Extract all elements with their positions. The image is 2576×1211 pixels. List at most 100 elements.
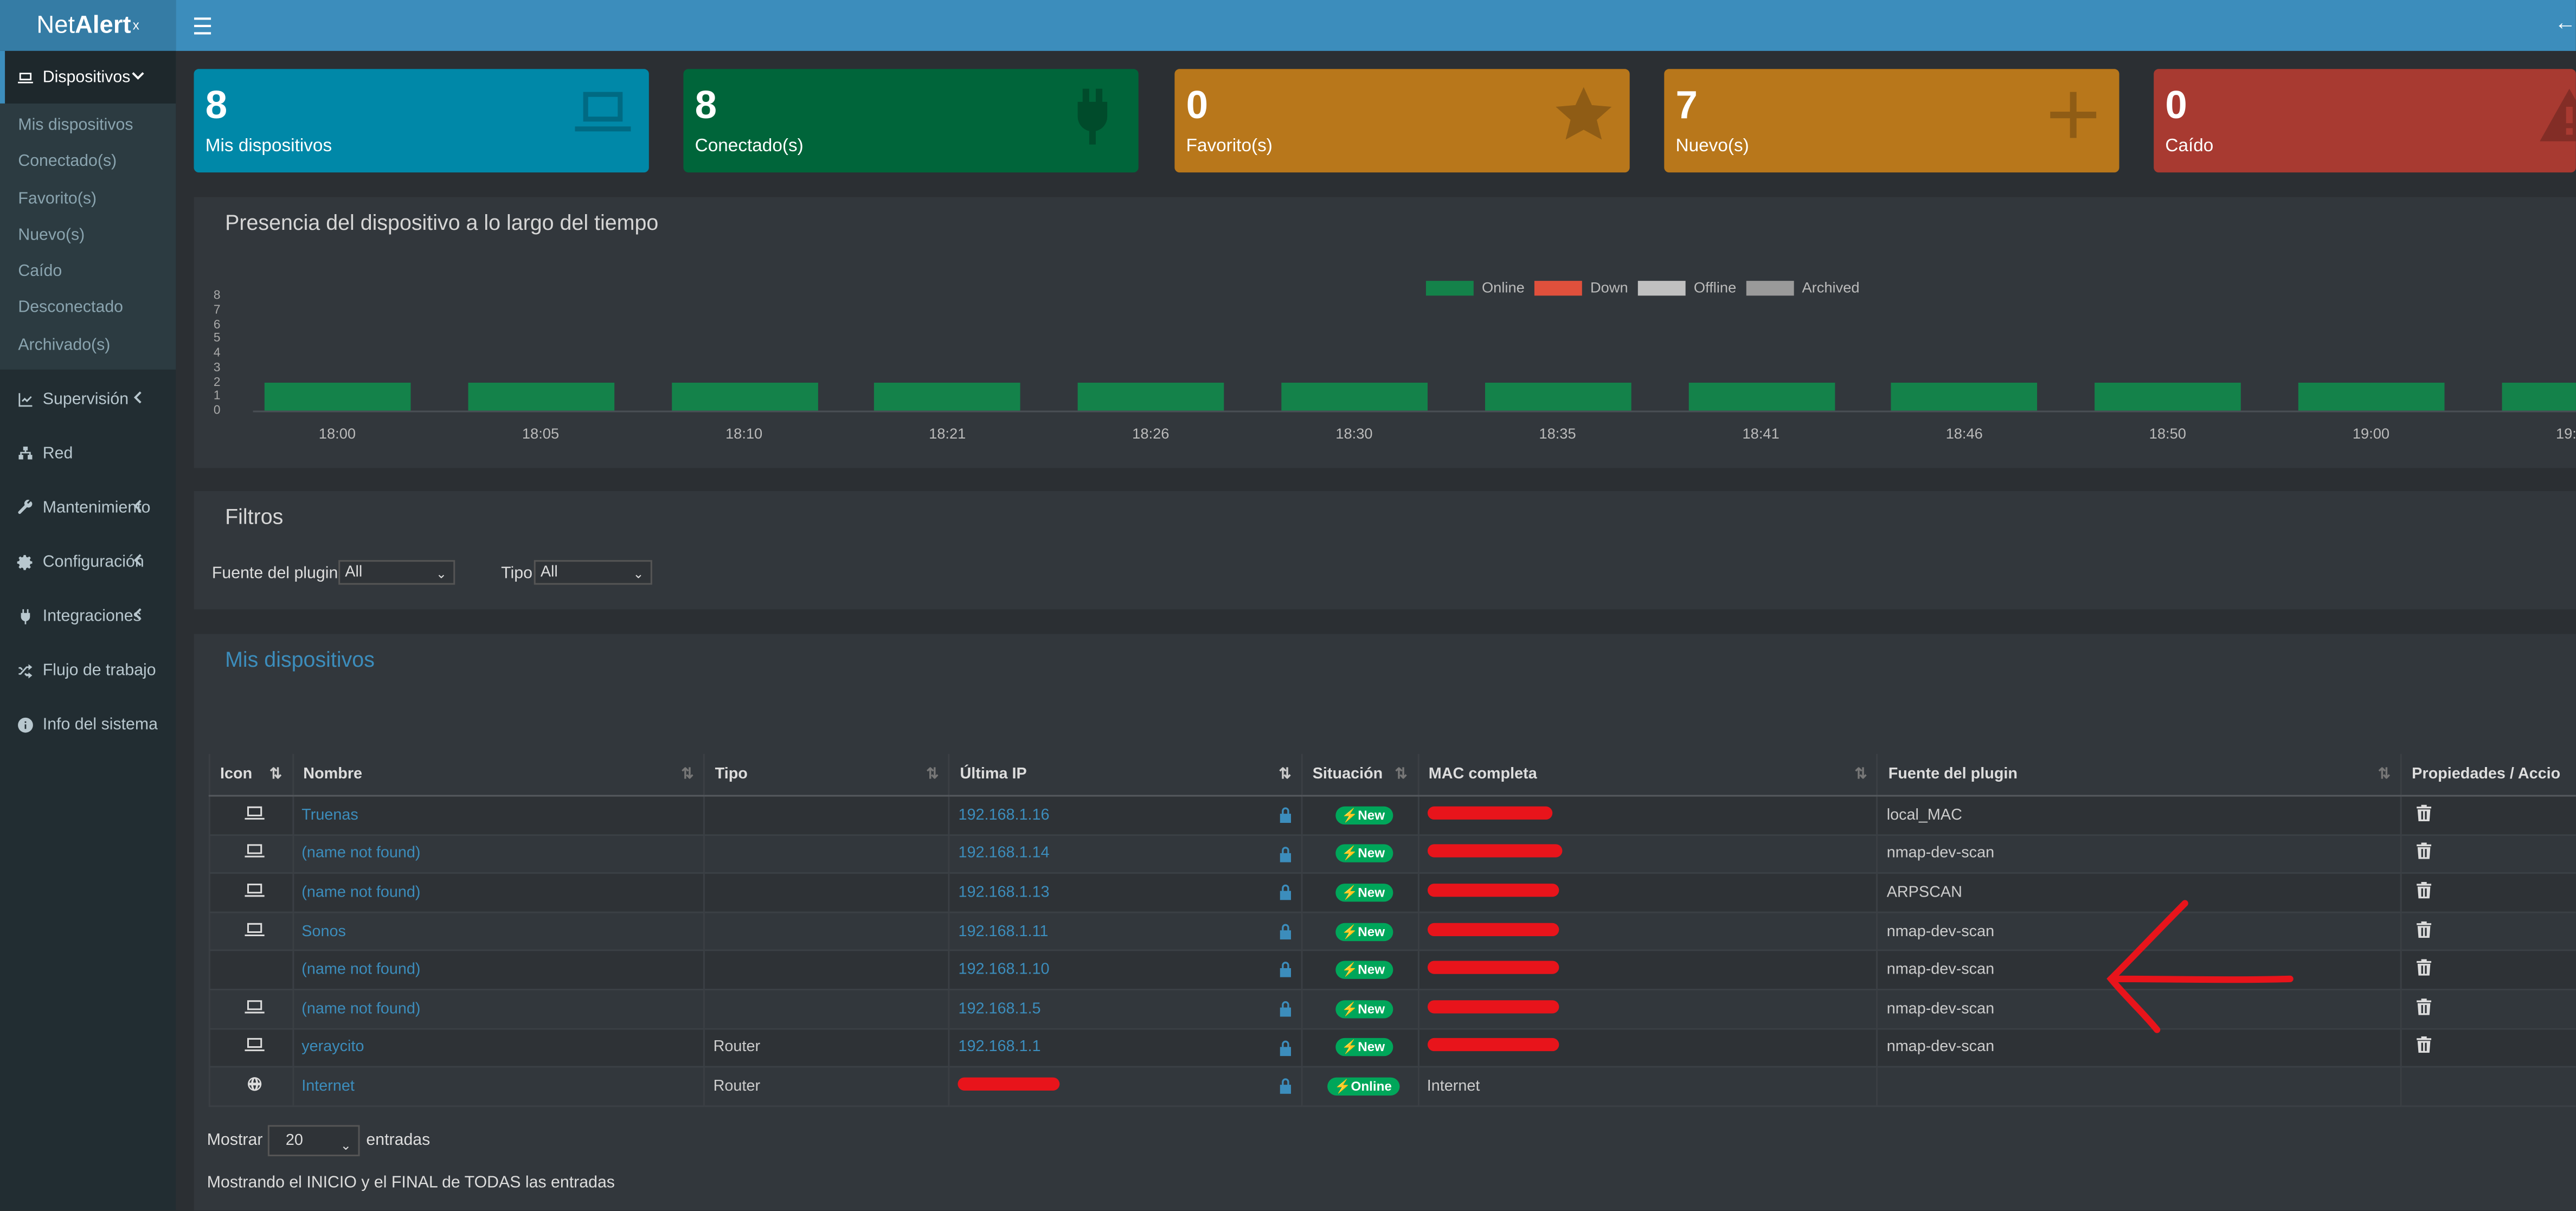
device-name-link[interactable]: Internet xyxy=(292,1067,704,1107)
submenu-item-mis-dispositivos[interactable]: Mis dispositivos xyxy=(18,117,133,135)
x-tick-label: 18:30 xyxy=(1335,425,1373,442)
page-length-select[interactable]: 20 ⌄ xyxy=(267,1125,360,1157)
card-mis-dispositivos[interactable]: 8 Mis dispositivos xyxy=(194,69,649,173)
ip-link[interactable]: 192.168.1.13 xyxy=(958,884,1050,902)
trash-icon[interactable] xyxy=(2417,998,2432,1015)
ip-link[interactable]: 192.168.1.14 xyxy=(958,845,1050,863)
sidebar-item-integraciones[interactable]: Integraciones xyxy=(0,590,176,642)
sidebar-item-mantenimiento[interactable]: Mantenimiento xyxy=(0,481,176,534)
chart-bar-online[interactable] xyxy=(2501,382,2576,411)
lock-icon[interactable] xyxy=(1278,884,1293,900)
legend-item-online[interactable]: Online xyxy=(1425,279,1525,295)
sidebar-item-configuracion[interactable]: Configuración xyxy=(0,536,176,588)
sidebar-item-flujo[interactable]: Flujo de trabajo xyxy=(0,644,176,697)
column-header-ultima-ip[interactable]: Última IP ⇅ xyxy=(948,753,1302,797)
lock-icon[interactable] xyxy=(1278,845,1293,862)
chart-bar-online[interactable] xyxy=(1485,382,1631,411)
table-row[interactable]: (name not found) 192.168.1.13 ⚡New ARPSCAN xyxy=(208,873,2576,913)
ip-link[interactable]: 192.168.1.5 xyxy=(958,1000,1041,1018)
trash-icon[interactable] xyxy=(2417,920,2432,937)
redaction-mark xyxy=(1427,845,1562,858)
trash-icon[interactable] xyxy=(2417,843,2432,860)
submenu-item-favoritos[interactable]: Favorito(s) xyxy=(18,190,97,208)
sidebar-item-dispositivos[interactable]: Dispositivos xyxy=(0,50,176,104)
table-row[interactable]: Truenas 192.168.1.16 ⚡New local_MAC xyxy=(208,795,2576,835)
plugin-filter-select[interactable]: All ⌄ xyxy=(338,560,455,585)
y-tick-label: 5 xyxy=(213,330,221,346)
table-row[interactable]: (name not found) 192.168.1.5 ⚡New nmap-dev-… xyxy=(208,989,2576,1029)
cell-status: ⚡New xyxy=(1301,989,1418,1029)
column-header-nombre[interactable]: Nombre ⇅ xyxy=(292,753,704,797)
lock-icon[interactable] xyxy=(1278,923,1293,939)
legend-item-archived[interactable]: Archived xyxy=(1746,279,1860,295)
chart-bar-online[interactable] xyxy=(671,382,818,411)
submenu-item-caido[interactable]: Caído xyxy=(18,263,62,281)
chart-bar-online[interactable] xyxy=(264,382,411,411)
lock-icon[interactable] xyxy=(1278,807,1293,823)
trash-icon[interactable] xyxy=(2417,804,2432,821)
column-header-fuente[interactable]: Fuente del plugin ⇅ xyxy=(1877,753,2401,797)
chart-bar-online[interactable] xyxy=(1891,382,2038,411)
chart-bar-online[interactable] xyxy=(1281,382,1428,411)
submenu-item-conectados[interactable]: Conectado(s) xyxy=(18,153,117,172)
column-header-mac[interactable]: MAC completa ⇅ xyxy=(1417,753,1878,797)
ip-link[interactable]: 192.168.1.16 xyxy=(958,806,1050,824)
card-favoritos[interactable]: 0 Favorito(s) xyxy=(1174,69,1630,173)
device-name-link[interactable]: (name not found) xyxy=(292,950,704,990)
type-filter-select[interactable]: All ⌄ xyxy=(534,560,652,585)
legend-swatch xyxy=(1746,280,1794,295)
cell-mac xyxy=(1417,912,1878,952)
column-header-tipo[interactable]: Tipo ⇅ xyxy=(703,753,949,797)
table-row[interactable]: Sonos 192.168.1.11 ⚡New nmap-dev-scan xyxy=(208,912,2576,952)
sidebar-item-red[interactable]: Red xyxy=(0,427,176,480)
card-nuevos[interactable]: 7 Nuevo(s) xyxy=(1664,69,2119,173)
logout-icon[interactable]: ← xyxy=(2554,10,2576,35)
app-logo[interactable]: Net Alert x xyxy=(0,0,176,51)
device-name-link[interactable]: Sonos xyxy=(292,912,704,952)
trash-icon[interactable] xyxy=(2417,1036,2432,1054)
chart-bar-online[interactable] xyxy=(467,382,614,411)
ip-link[interactable]: 192.168.1.10 xyxy=(958,961,1050,980)
table-row[interactable]: (name not found) 192.168.1.10 ⚡New nmap-dev… xyxy=(208,950,2576,990)
lock-icon[interactable] xyxy=(1278,962,1293,978)
device-name-link[interactable]: Truenas xyxy=(292,795,704,835)
gear-icon xyxy=(17,554,33,570)
submenu-item-archivados[interactable]: Archivado(s) xyxy=(18,336,111,355)
chart-bar-online[interactable] xyxy=(2298,382,2445,411)
table-row[interactable]: Internet Router ⚡Online Internet xyxy=(208,1067,2576,1107)
device-name-link[interactable]: (name not found) xyxy=(292,989,704,1029)
trash-icon[interactable] xyxy=(2417,959,2432,976)
ip-link[interactable]: 192.168.1.11 xyxy=(958,922,1049,941)
chart-legend: Online Down Offline Archived xyxy=(1425,279,1860,295)
cell-icon xyxy=(208,873,293,913)
chart-bar-online[interactable] xyxy=(875,382,1021,411)
legend-item-down[interactable]: Down xyxy=(1534,279,1628,295)
menu-toggle-icon[interactable]: ☰ xyxy=(192,13,213,40)
ip-link[interactable]: 192.168.1.1 xyxy=(958,1038,1041,1057)
column-header-situacion[interactable]: Situación ⇅ xyxy=(1301,753,1418,797)
submenu-item-desconectado[interactable]: Desconectado xyxy=(18,299,124,318)
submenu-item-nuevos[interactable]: Nuevo(s) xyxy=(18,226,85,245)
device-name-link[interactable]: (name not found) xyxy=(292,834,704,874)
sidebar-item-supervision[interactable]: Supervisión xyxy=(0,373,176,426)
legend-item-offline[interactable]: Offline xyxy=(1637,279,1736,295)
sidebar-item-info[interactable]: Info del sistema xyxy=(0,698,176,751)
device-name-link[interactable]: yeraycito xyxy=(292,1028,704,1068)
trash-icon[interactable] xyxy=(2417,882,2432,899)
devices-title: Mis dispositivos xyxy=(225,647,375,672)
card-caido[interactable]: 0 Caído xyxy=(2154,69,2576,173)
column-header-propiedades[interactable]: Propiedades / Accio xyxy=(2400,753,2576,797)
card-conectados[interactable]: 8 Conectado(s) xyxy=(683,69,1139,173)
table-row[interactable]: yeraycito Router 192.168.1.1 ⚡New nmap-dev-s… xyxy=(208,1028,2576,1068)
chart-bar-online[interactable] xyxy=(1078,382,1224,411)
column-header-icon[interactable]: Icon ⇅ xyxy=(208,753,293,797)
chart-bar-online[interactable] xyxy=(1688,382,1835,411)
lock-icon[interactable] xyxy=(1278,1000,1293,1017)
chevron-left-icon xyxy=(133,608,142,621)
device-name-link[interactable]: (name not found) xyxy=(292,873,704,913)
lock-icon[interactable] xyxy=(1278,1078,1293,1094)
redaction-mark xyxy=(1427,1038,1559,1052)
lock-icon[interactable] xyxy=(1278,1039,1293,1055)
chart-bar-online[interactable] xyxy=(2095,382,2241,411)
table-row[interactable]: (name not found) 192.168.1.14 ⚡New nmap-dev… xyxy=(208,834,2576,874)
